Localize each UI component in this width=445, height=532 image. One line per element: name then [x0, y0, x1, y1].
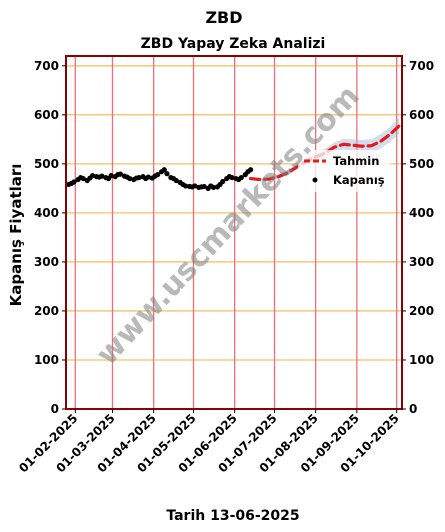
legend-kapanis-swatch	[312, 177, 318, 183]
kapanis-point	[71, 179, 77, 185]
y-tick-label-right: 0	[409, 402, 417, 416]
kapanis-point	[220, 178, 226, 185]
legend: Tahmin Kapanış	[298, 150, 390, 192]
y-axis-label: Kapanış Fiyatları	[7, 164, 25, 307]
grid	[66, 56, 402, 410]
forecast-band-area	[250, 117, 400, 181]
series-kapanis	[66, 167, 254, 191]
legend-tahmin-label: Tahmin	[333, 154, 379, 168]
y-tick-label-right: 200	[409, 304, 434, 318]
y-tick-label-right: 500	[409, 157, 434, 171]
y-tick-label: 700	[34, 59, 59, 73]
kapanis-point	[155, 172, 161, 178]
kapanis-point	[229, 174, 235, 181]
kapanis-point	[80, 175, 86, 182]
kapanis-point	[201, 183, 207, 190]
plot-frame	[65, 55, 403, 410]
kapanis-point	[145, 174, 151, 180]
kapanis-point	[161, 167, 167, 173]
kapanis-point	[182, 183, 189, 189]
y-tick-label: 0	[51, 402, 59, 416]
kapanis-point	[210, 184, 217, 190]
kapanis-point	[117, 171, 124, 177]
y-tick-label-right: 700	[409, 59, 434, 73]
y-tick-label: 200	[34, 304, 59, 318]
kapanis-point	[89, 173, 96, 179]
kapanis-point	[127, 175, 133, 182]
y-tick-label-right: 400	[409, 206, 434, 220]
page-title: ZBD	[205, 8, 242, 27]
y-tick-label: 300	[34, 255, 59, 269]
x-axis: 01-02-202501-03-202501-04-202501-05-2025…	[16, 409, 402, 475]
kapanis-point	[192, 183, 198, 189]
kapanis-point	[248, 167, 254, 173]
legend-kapanis-label: Kapanış	[333, 173, 385, 187]
forecast-band	[250, 117, 400, 181]
kapanis-point	[164, 171, 170, 177]
y-axis-left: 0 100 200 300 400 500 600 700	[34, 59, 66, 416]
kapanis-point	[173, 177, 179, 184]
y-tick-label-right: 100	[409, 353, 434, 367]
kapanis-point	[136, 174, 142, 181]
y-tick-label-right: 600	[409, 108, 434, 122]
kapanis-point	[108, 173, 114, 179]
y-axis-right: 0 100 200 300 400 500 600 700	[402, 59, 434, 416]
y-tick-label: 400	[34, 206, 59, 220]
chart-title: ZBD Yapay Zeka Analizi	[141, 36, 326, 52]
kapanis-point	[99, 173, 105, 179]
x-axis-label: Tarih 13-06-2025	[166, 508, 299, 524]
y-tick-label-right: 300	[409, 255, 434, 269]
watermark: www.uscmarkets.com	[90, 79, 367, 372]
y-tick-label: 100	[34, 353, 59, 367]
y-tick-label: 600	[34, 108, 59, 122]
y-tick-label: 500	[34, 157, 59, 171]
kapanis-point	[238, 174, 244, 181]
